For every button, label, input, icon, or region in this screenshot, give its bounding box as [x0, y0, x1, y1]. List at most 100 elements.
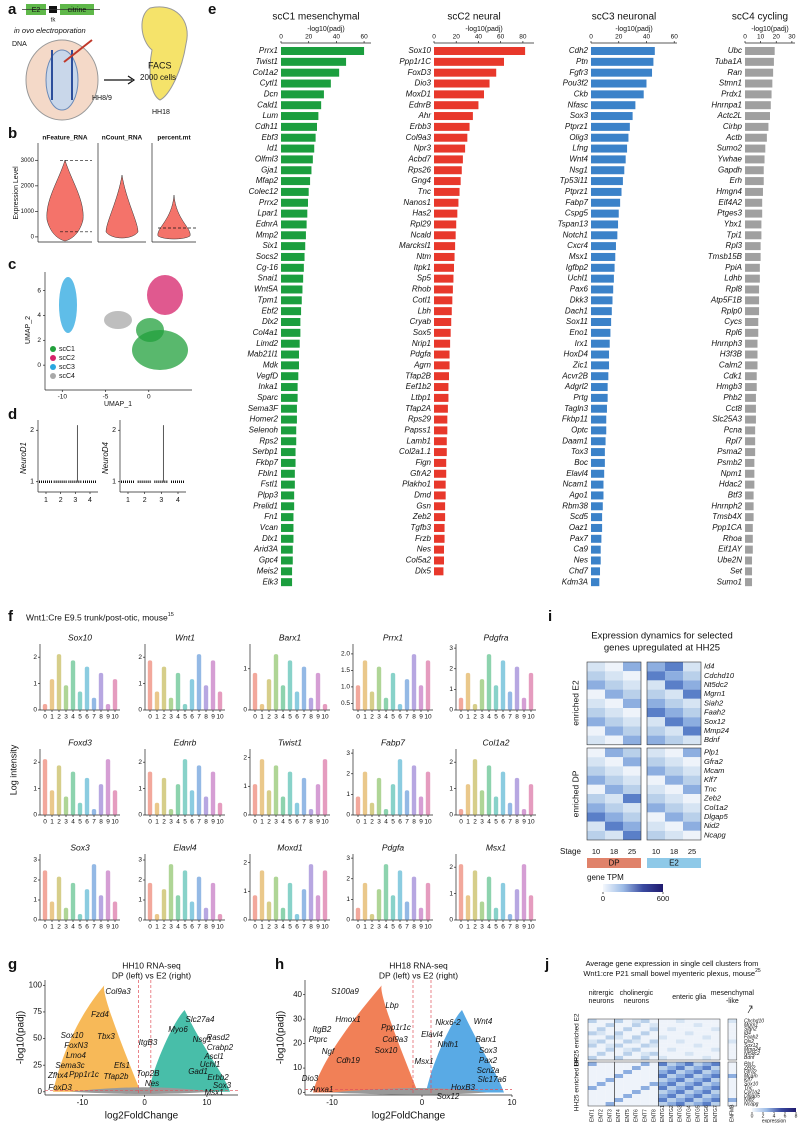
x-tick-label: 2	[370, 924, 374, 931]
heat-cell	[702, 1035, 712, 1040]
heat-cell	[596, 1094, 606, 1098]
category-label: EdnrA	[256, 220, 278, 229]
violin	[56, 876, 62, 920]
x-tick-label: 3	[377, 819, 381, 826]
heat-cell	[693, 1047, 703, 1052]
heat-cell	[623, 689, 641, 699]
category-label: Pou3f2	[563, 79, 589, 88]
heat-cell	[632, 1098, 641, 1102]
heat-cell	[623, 671, 641, 681]
violin	[458, 697, 464, 710]
violin	[500, 771, 506, 815]
category-label: Hmgn4	[716, 187, 742, 196]
category-label: Hdac2	[719, 480, 743, 489]
bar	[745, 372, 757, 381]
heat-cell	[588, 1019, 597, 1024]
x-tick-label: 7	[405, 819, 409, 826]
heat-cell	[587, 775, 605, 785]
x-tick-label: 7	[92, 924, 96, 931]
violin	[147, 660, 153, 710]
heat-cell	[702, 1043, 712, 1048]
x-tick-label: 1	[155, 819, 159, 826]
violin	[252, 672, 258, 710]
x-tick-label: 2	[57, 714, 61, 721]
y-tick-label: 1	[449, 890, 453, 897]
heat-cell	[605, 1082, 615, 1086]
heat-cell	[647, 748, 665, 758]
x-tick-label: 5	[78, 714, 82, 721]
heat-cell	[623, 803, 641, 813]
heat-cell	[728, 1043, 737, 1048]
gene-label: Mgrn1	[704, 689, 725, 698]
bar	[434, 448, 447, 457]
x-tick-label: 6	[295, 924, 299, 931]
gene-label: Sox12	[744, 1043, 758, 1049]
bar	[281, 209, 308, 218]
violin	[147, 771, 153, 815]
heat-cell	[647, 689, 665, 699]
gene-label: Sox3	[479, 1046, 498, 1055]
x-tick-label: 80	[519, 34, 527, 41]
bar	[281, 523, 294, 532]
bar	[281, 285, 303, 294]
electrode	[51, 50, 73, 100]
heat-cell	[623, 680, 641, 690]
heat-cell	[658, 1019, 668, 1024]
heat-cell	[623, 830, 641, 840]
x-tick-label: 8	[204, 714, 208, 721]
label: NeuroD4	[101, 441, 110, 474]
bar	[281, 177, 311, 186]
gene-label: Zeb2	[703, 794, 722, 803]
bar	[434, 361, 450, 370]
x-tick-label: 2	[57, 924, 61, 931]
heat-cell	[632, 1051, 641, 1056]
y-tick-label: 1	[243, 888, 247, 895]
bar	[434, 112, 473, 121]
violin	[390, 672, 396, 710]
heat-cell	[588, 1055, 597, 1060]
violin	[98, 672, 104, 710]
gene-label: Siah2	[704, 698, 724, 707]
heat-cell	[605, 698, 623, 708]
gene-label: Sox10	[375, 1046, 398, 1055]
category-label: Ldhb	[724, 274, 742, 283]
heat-cell	[711, 1051, 720, 1056]
x-tick-label: 3	[274, 819, 278, 826]
x-tick-label: 1	[363, 714, 367, 721]
category-label: Lamb1	[407, 436, 431, 445]
bar	[434, 469, 447, 478]
violin	[369, 691, 375, 710]
bar	[434, 556, 444, 565]
y-tick-label: 2	[138, 877, 142, 884]
bar	[745, 166, 764, 175]
gene-label: Gfra2	[704, 757, 724, 766]
gene-title: Pdgfa	[382, 842, 404, 852]
axis-title: -log10(padj)	[751, 26, 788, 33]
heat-cell	[605, 1094, 615, 1098]
bar	[434, 307, 452, 316]
legend-swatch	[50, 346, 56, 352]
category-label: Ppp1r1C	[399, 57, 431, 66]
chart-title: scC3 neuronal	[592, 12, 656, 23]
cluster-cloud	[59, 277, 77, 333]
category-label: Eno1	[569, 328, 588, 337]
category-label: Fn1	[264, 512, 278, 521]
bar	[434, 79, 490, 88]
violin	[418, 907, 424, 920]
gene-label: Plp1	[704, 748, 719, 757]
heat-cell	[683, 680, 701, 690]
x-tick-label: 9	[522, 714, 526, 721]
heat-cell	[623, 794, 641, 804]
heat-cell	[667, 1039, 676, 1044]
x-tick-label: 10	[321, 714, 329, 721]
category-label: Col9a3	[406, 133, 432, 142]
heat-cell	[596, 1047, 606, 1052]
category-label: Has2	[412, 209, 431, 218]
heat-cell	[728, 1047, 737, 1052]
violin	[287, 882, 293, 920]
x-tick-label: 0	[589, 34, 593, 41]
heat-cell	[667, 1094, 676, 1098]
bar	[434, 458, 447, 467]
bar	[591, 166, 625, 175]
bar	[591, 491, 604, 500]
